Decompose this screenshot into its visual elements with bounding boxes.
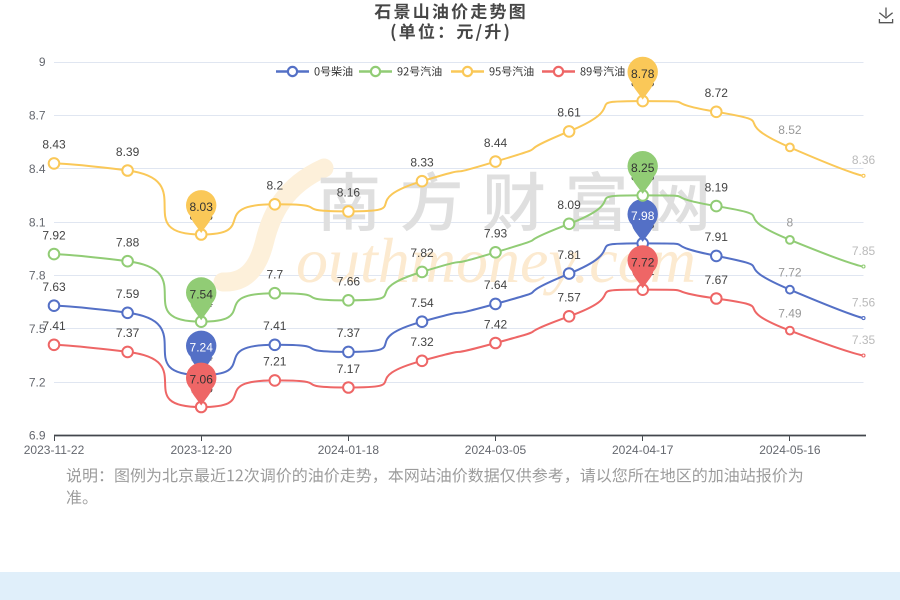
svg-text:7.64: 7.64 [484, 278, 508, 292]
svg-text:7.93: 7.93 [484, 227, 508, 241]
svg-text:7.2: 7.2 [29, 375, 46, 389]
svg-text:8.09: 8.09 [557, 198, 581, 212]
svg-text:7.35: 7.35 [852, 333, 876, 347]
svg-text:6.9: 6.9 [29, 429, 46, 443]
svg-text:7.85: 7.85 [852, 244, 876, 258]
svg-text:7.37: 7.37 [337, 326, 361, 340]
svg-text:2023-12-20: 2023-12-20 [171, 443, 233, 457]
svg-text:7.37: 7.37 [116, 326, 140, 340]
svg-text:8.4: 8.4 [29, 162, 46, 176]
svg-text:2024-01-18: 2024-01-18 [318, 443, 380, 457]
svg-text:7.8: 7.8 [29, 269, 46, 283]
svg-text:7.17: 7.17 [337, 362, 361, 376]
svg-text:8.19: 8.19 [705, 180, 729, 194]
svg-text:8.03: 8.03 [190, 200, 214, 214]
svg-text:8.16: 8.16 [337, 186, 361, 200]
svg-text:8.25: 8.25 [631, 161, 655, 175]
svg-text:2024-04-17: 2024-04-17 [612, 443, 674, 457]
svg-text:8.39: 8.39 [116, 145, 140, 159]
svg-text:7.72: 7.72 [631, 255, 655, 269]
svg-text:7.06: 7.06 [190, 373, 214, 387]
svg-text:8: 8 [787, 216, 794, 230]
svg-text:7.41: 7.41 [42, 319, 66, 333]
svg-text:7.54: 7.54 [410, 296, 434, 310]
svg-text:7.49: 7.49 [778, 306, 802, 320]
svg-text:8.43: 8.43 [42, 138, 66, 152]
svg-text:2024-03-05: 2024-03-05 [465, 443, 527, 457]
svg-text:8.78: 8.78 [631, 67, 655, 81]
svg-text:7.24: 7.24 [190, 341, 214, 355]
svg-text:8.2: 8.2 [266, 179, 283, 193]
svg-text:7.5: 7.5 [29, 322, 46, 336]
svg-text:7.21: 7.21 [263, 355, 287, 369]
svg-text:7.92: 7.92 [42, 228, 66, 242]
svg-text:8.61: 8.61 [557, 106, 581, 120]
svg-text:2023-11-22: 2023-11-22 [24, 443, 85, 457]
svg-text:9: 9 [39, 55, 46, 69]
svg-text:2024-05-16: 2024-05-16 [759, 443, 821, 457]
svg-text:7.54: 7.54 [190, 287, 214, 301]
svg-text:7.72: 7.72 [778, 266, 802, 280]
svg-text:7.91: 7.91 [705, 230, 729, 244]
svg-text:7.66: 7.66 [337, 275, 361, 289]
svg-text:8.72: 8.72 [705, 86, 729, 100]
svg-text:7.88: 7.88 [116, 236, 140, 250]
svg-text:7.32: 7.32 [410, 335, 434, 349]
svg-text:7.82: 7.82 [410, 246, 434, 260]
svg-text:7.41: 7.41 [263, 319, 287, 333]
svg-text:7.59: 7.59 [116, 287, 140, 301]
svg-text:7.63: 7.63 [42, 280, 66, 294]
svg-text:7.56: 7.56 [852, 295, 876, 309]
svg-text:8.44: 8.44 [484, 136, 508, 150]
svg-text:7.42: 7.42 [484, 317, 508, 331]
svg-text:7.7: 7.7 [266, 268, 283, 282]
svg-text:7.67: 7.67 [705, 273, 729, 287]
svg-text:8.33: 8.33 [410, 156, 434, 170]
svg-text:7.81: 7.81 [557, 248, 581, 262]
svg-text:7.98: 7.98 [631, 209, 655, 223]
svg-text:8.7: 8.7 [29, 109, 46, 123]
svg-text:8.52: 8.52 [778, 123, 802, 137]
svg-text:8.36: 8.36 [852, 153, 876, 167]
svg-text:7.57: 7.57 [557, 291, 581, 305]
svg-text:8.1: 8.1 [29, 215, 46, 229]
